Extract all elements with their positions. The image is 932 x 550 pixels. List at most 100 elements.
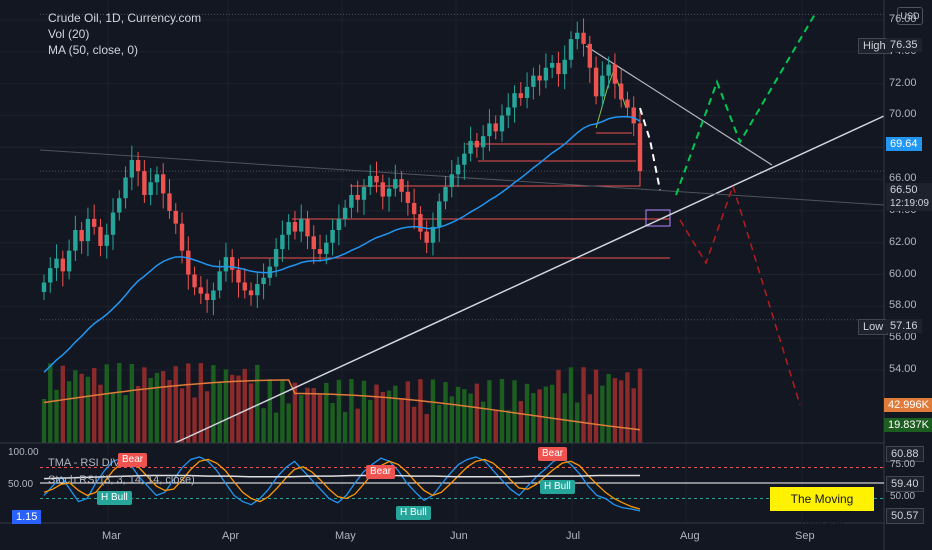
vol-legend[interactable]: Vol (20) (48, 27, 90, 41)
volume-bar (154, 372, 160, 443)
volume-bar (361, 380, 367, 443)
volume-bar (349, 379, 354, 443)
candle-body (568, 39, 574, 60)
volume-bar (267, 379, 273, 443)
volume-bar (518, 401, 523, 443)
xtick-sep: Sep (795, 530, 815, 542)
volume-bar (380, 391, 385, 443)
volume-bar (506, 410, 511, 443)
candles (41, 18, 643, 316)
currency-button[interactable]: USD (897, 7, 923, 25)
volume-bar (430, 379, 436, 443)
ma50-line (43, 115, 641, 373)
bear-signal: Bear (118, 453, 148, 467)
candle-body (317, 249, 323, 254)
stoch-rsi-legend[interactable]: Stoch RSI (3, 3, 14, 14, close) (48, 474, 195, 486)
volume-bar (211, 365, 216, 443)
volume-bar (524, 383, 530, 443)
volume-bar (449, 396, 454, 443)
volume-bar (531, 393, 536, 443)
candle-body (342, 207, 348, 219)
volume-bar (386, 390, 392, 443)
volume-bar (110, 393, 116, 443)
high-value: 76.35 (886, 38, 922, 52)
xtick-mar: Mar (102, 530, 121, 542)
volume-bar (424, 414, 429, 443)
volume-bar (186, 363, 191, 443)
ind-tick-100: 100.00 (8, 447, 39, 458)
high-label: High (858, 38, 891, 54)
candle-body (512, 93, 517, 108)
volume-bar (286, 403, 291, 443)
low-label: Low (858, 319, 889, 335)
candle-body (418, 214, 423, 232)
volume-bar (606, 373, 611, 443)
support-resistance-levels (240, 132, 671, 259)
stoch-k-line (43, 456, 641, 512)
candle-body (374, 175, 379, 183)
candle-body (305, 218, 310, 237)
volume-bar (248, 383, 254, 443)
low-value: 57.16 (886, 319, 922, 333)
candle-body (280, 234, 285, 250)
candle-body (368, 175, 373, 188)
candle-body (292, 222, 298, 232)
volume-bar (73, 370, 78, 443)
candle-body (637, 123, 643, 172)
price-tick: 62.00 (889, 235, 917, 248)
price-tick: 76.00 (889, 13, 917, 25)
volume-bar (600, 385, 605, 443)
xtick-aug: Aug (680, 530, 700, 542)
candle-body (349, 195, 354, 208)
candle-body (173, 210, 178, 224)
candle-body (211, 290, 216, 300)
volume-bar (299, 395, 304, 443)
candle-body (430, 226, 436, 243)
candle-body (462, 153, 467, 165)
candle-body (424, 231, 429, 243)
candle-body (562, 59, 567, 75)
candle-body (386, 188, 392, 197)
bear-signal: Bear (538, 447, 568, 461)
volume-bar (204, 391, 210, 443)
price-tick: 58.00 (889, 299, 917, 312)
volume-bar (104, 364, 109, 443)
volume-bar (85, 376, 91, 443)
volume-bar (581, 367, 586, 443)
volume-bar (455, 386, 461, 443)
volume-bar (562, 393, 567, 443)
target-box (645, 209, 671, 227)
ma-legend[interactable]: MA (50, close, 0) (48, 43, 139, 57)
candle-body (468, 140, 473, 154)
price-tick: 70.00 (889, 108, 917, 121)
candle-body (248, 290, 254, 296)
candle-body (148, 182, 153, 195)
ascending-trendline (174, 115, 885, 444)
ind-right-75: 75.00 (890, 459, 916, 470)
ind-right-50: 50.00 (890, 491, 916, 502)
ind-right-59-40: 59.40 (886, 476, 924, 492)
volume-bar (292, 382, 298, 443)
tma-rsi-legend[interactable]: TMA - RSI DIV (48, 457, 121, 469)
volume-bar (48, 363, 53, 443)
volume-bar (411, 406, 417, 443)
volume-bar (468, 393, 473, 443)
volume-bar (66, 381, 72, 443)
long-trendline (39, 149, 885, 206)
volume-bar (98, 384, 103, 443)
bull-signal: H Bull (396, 506, 431, 520)
bull-signal: H Bull (540, 480, 575, 494)
candle-body (98, 226, 103, 246)
volume-bar (173, 366, 178, 443)
candle-body (437, 201, 442, 227)
candle-body (192, 274, 197, 288)
volume-bar (142, 367, 147, 443)
candle-body (91, 218, 97, 227)
xtick-jun: Jun (450, 530, 468, 542)
bear-signal: Bear (366, 465, 396, 479)
candle-body (455, 164, 461, 175)
price-tick: 56.00 (889, 331, 917, 344)
volume-bar (236, 375, 241, 443)
symbol-title[interactable]: Crude Oil, 1D, Currency.com (48, 11, 202, 25)
